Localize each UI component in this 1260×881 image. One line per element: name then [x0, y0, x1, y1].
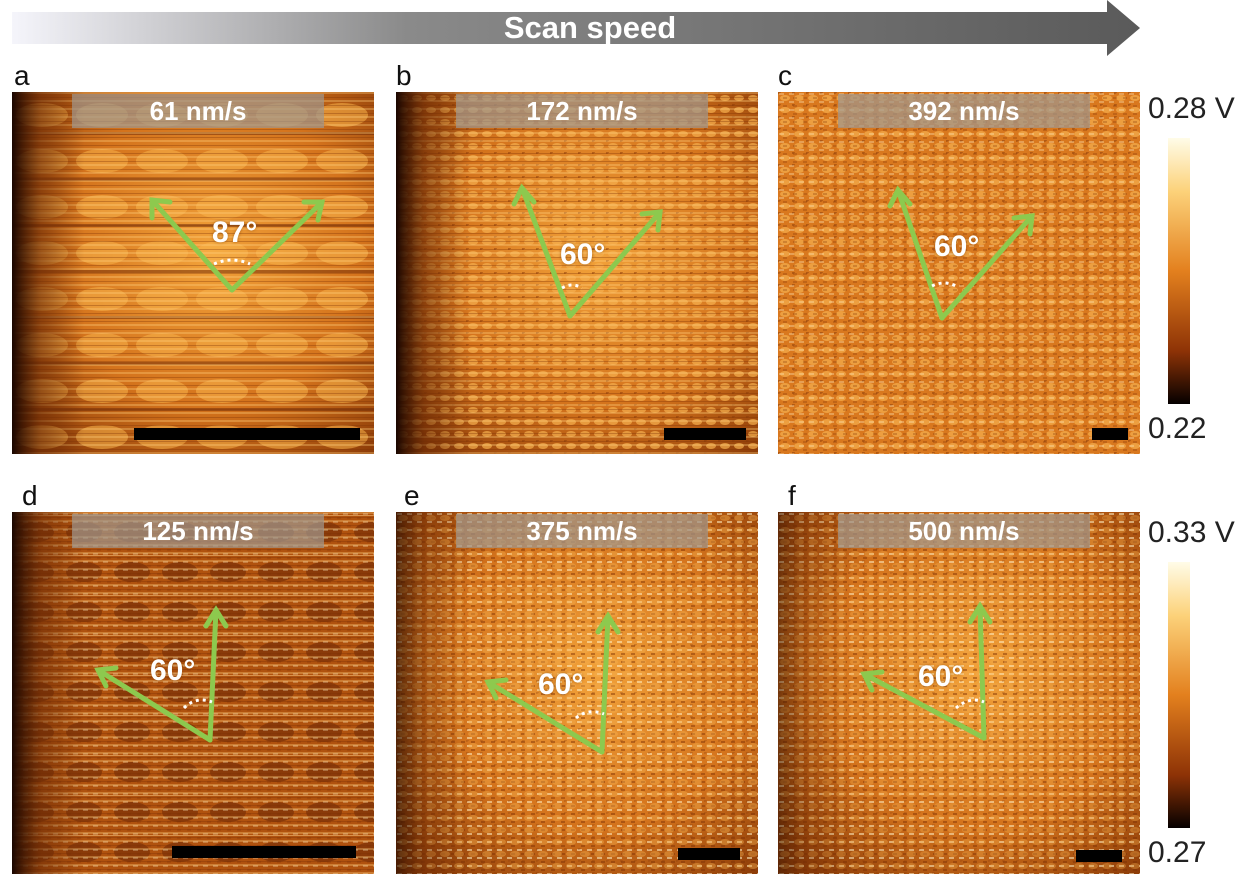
speed-label-a: 61 nm/s — [72, 94, 324, 128]
panel-letter-e: e — [404, 480, 420, 511]
speed-label-f: 500 nm/s — [838, 514, 1090, 548]
lattice-vectors-d — [94, 605, 229, 743]
scale-bar-d — [172, 846, 356, 858]
colorbar-bottom-min: 0.27 — [1148, 836, 1207, 869]
afm-image-b — [396, 92, 758, 454]
afm-image-a — [12, 92, 374, 454]
lattice-vectors-e — [484, 611, 621, 755]
scan-speed-arrow — [12, 0, 1140, 56]
speed-label-c: 392 nm/s — [838, 94, 1090, 128]
afm-panel-d: 125 nm/s 60° — [12, 512, 374, 874]
afm-panel-e: 375 nm/s 60° — [396, 512, 758, 874]
colorbar-top — [1168, 138, 1190, 404]
scale-bar-f — [1076, 850, 1122, 862]
angle-label-c: 60° — [934, 230, 980, 263]
lattice-vectors-b — [511, 183, 663, 319]
afm-image-d — [12, 512, 374, 874]
panel-letter-f: f — [788, 480, 796, 511]
afm-image-f — [778, 512, 1140, 874]
scan-speed-title: Scan speed — [503, 10, 677, 45]
afm-panel-a: 61 nm/s 87° — [12, 92, 374, 454]
colorbar-bottom — [1168, 562, 1190, 828]
speed-label-b: 172 nm/s — [456, 94, 708, 128]
afm-panel-c: 392 nm/s 60° — [778, 92, 1140, 454]
scale-bar-e — [678, 848, 740, 860]
scale-bar-a — [134, 428, 360, 440]
angle-label-e: 60° — [538, 668, 584, 701]
panel-letter-b: b — [396, 60, 412, 91]
panel-letter-d: d — [22, 480, 38, 511]
lattice-vectors-f — [860, 601, 993, 741]
afm-panel-f: 500 nm/s 60° — [778, 512, 1140, 874]
speed-label-e: 375 nm/s — [456, 514, 708, 548]
panel-letter-a: a — [14, 60, 30, 91]
panel-letter-c: c — [778, 60, 792, 91]
colorbar-top-min: 0.22 — [1148, 412, 1207, 445]
afm-panel-b: 172 nm/s 60° — [396, 92, 758, 454]
speed-label-d: 125 nm/s — [72, 514, 324, 548]
colorbar-top-max: 0.28 V — [1148, 92, 1235, 125]
angle-label-d: 60° — [150, 654, 196, 687]
angle-label-b: 60° — [560, 238, 606, 271]
angle-label-a: 87° — [212, 216, 258, 249]
afm-image-e — [396, 512, 758, 874]
scale-bar-b — [664, 428, 746, 440]
lattice-vectors-c — [887, 185, 1035, 321]
angle-label-f: 60° — [918, 660, 964, 693]
scale-bar-c — [1092, 428, 1128, 440]
lattice-vectors-a — [149, 197, 326, 293]
afm-image-c — [778, 92, 1140, 454]
colorbar-bottom-max: 0.33 V — [1148, 516, 1235, 549]
